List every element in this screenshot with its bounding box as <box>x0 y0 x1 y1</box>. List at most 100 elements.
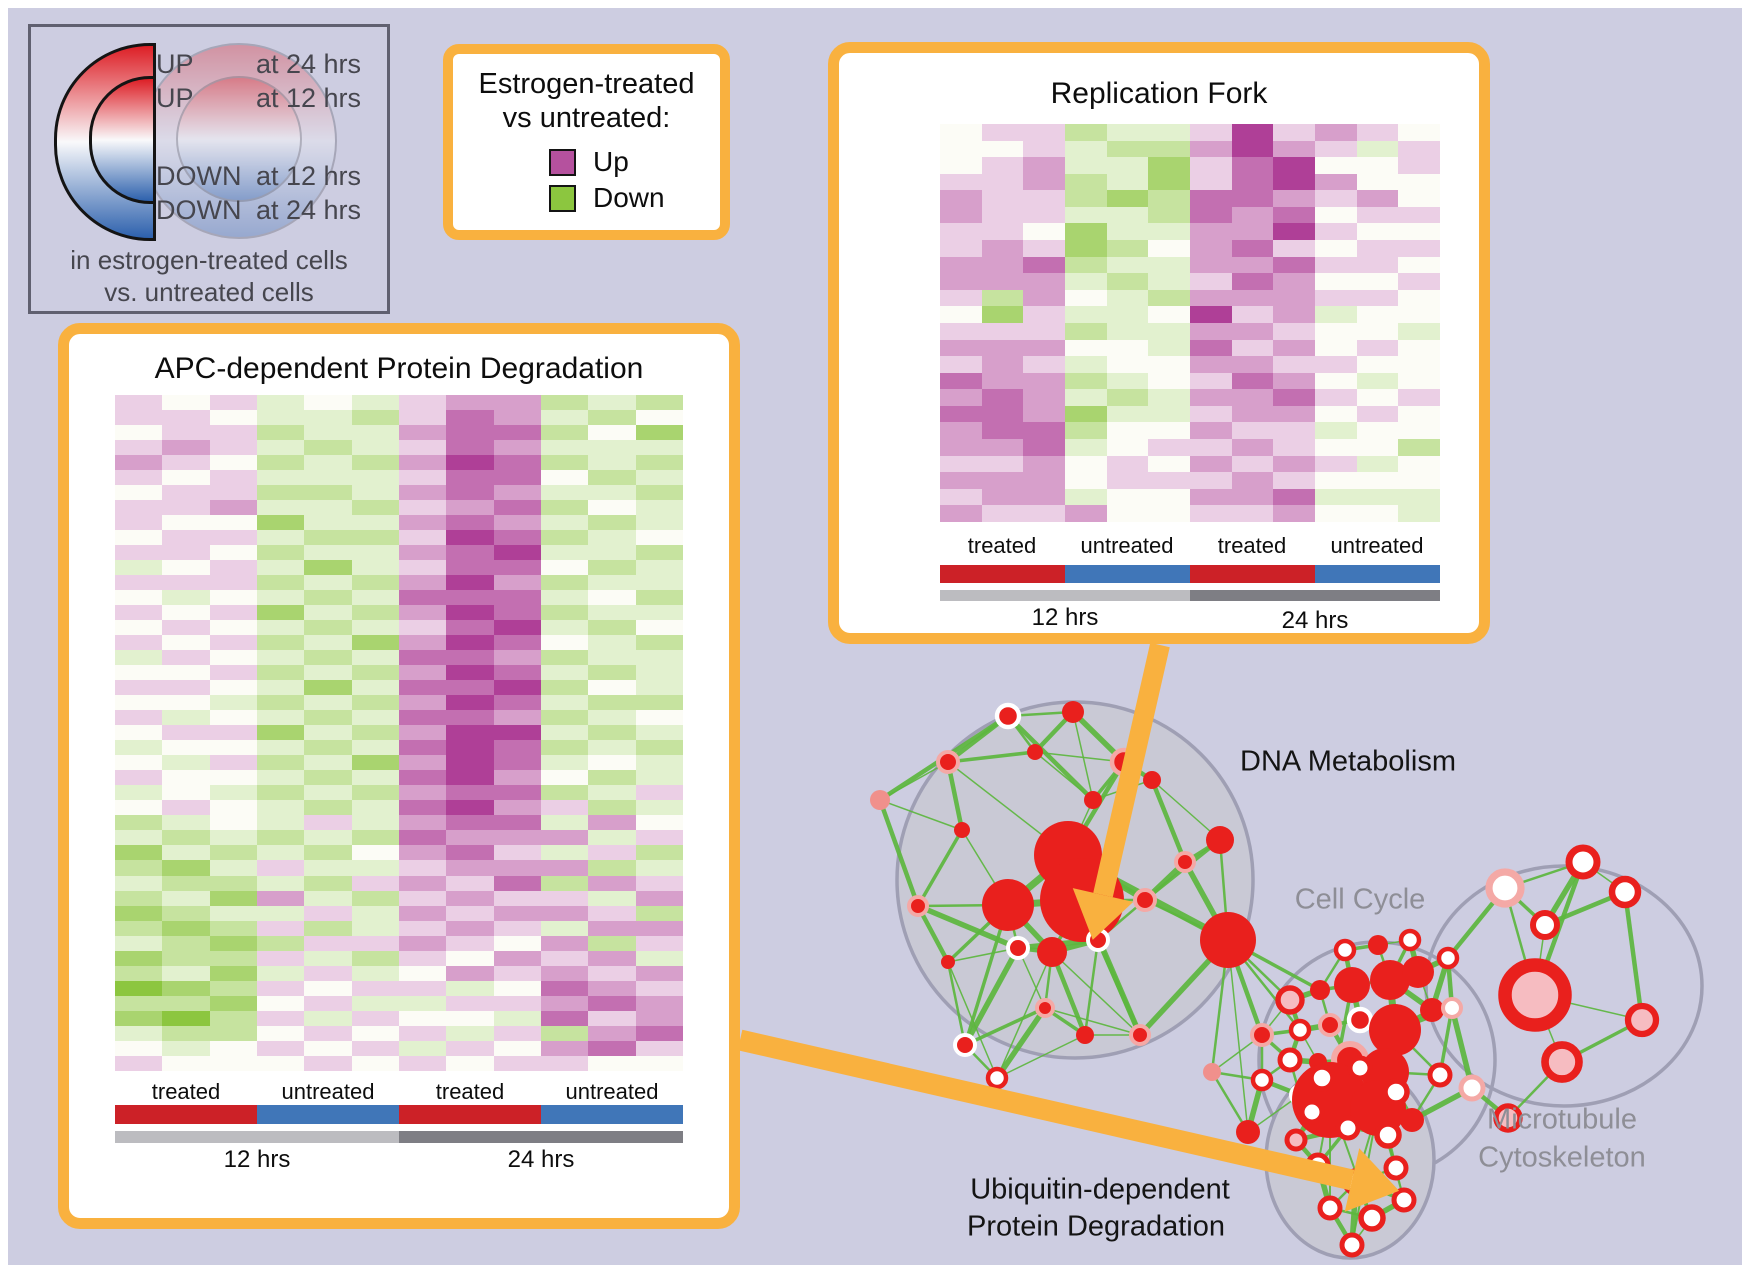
scale-word: DOWN <box>156 161 242 191</box>
updown-legend-title-line1: Estrogen-treated <box>478 68 695 100</box>
network-node <box>1624 1002 1660 1038</box>
network-node <box>1400 1108 1424 1132</box>
heatmap-row <box>115 815 683 831</box>
heatmap-row <box>115 1040 683 1056</box>
heatmap-row <box>115 665 683 681</box>
network-node <box>1310 980 1330 1000</box>
heatmap-row <box>115 560 683 576</box>
network-node <box>953 1033 977 1057</box>
network-node <box>936 750 960 774</box>
group-label-untreated: untreated <box>1330 533 1424 558</box>
network-node <box>941 955 955 969</box>
heatmap-row <box>115 980 683 996</box>
group-label-untreated: untreated <box>1080 533 1174 558</box>
heatmap-row <box>940 173 1441 191</box>
heatmap-row <box>115 680 683 696</box>
network-edge <box>916 903 1020 951</box>
heatmap-row <box>115 785 683 801</box>
heatmap-row <box>115 935 683 951</box>
network-node <box>1358 1204 1386 1232</box>
group-label-treated: treated <box>967 533 1037 558</box>
heatmap-row <box>940 273 1441 290</box>
network-node <box>1608 875 1642 909</box>
heatmap-row <box>940 256 1441 274</box>
network-node <box>1485 868 1525 908</box>
network-node <box>870 790 890 810</box>
heatmap-row <box>940 124 1441 141</box>
scale-footer-line1: in estrogen-treated cells <box>70 245 348 275</box>
network-node <box>1436 946 1460 970</box>
scale-word: UP <box>156 83 194 113</box>
heatmap-row <box>940 206 1441 224</box>
network-node <box>1317 1195 1343 1221</box>
group-label-treated: treated <box>151 1079 221 1104</box>
heatmap-row <box>940 322 1441 340</box>
callout-arrow-head <box>1072 888 1134 940</box>
network-node <box>1250 1068 1274 1092</box>
microtubule-cytoskeleton-cluster <box>1424 864 1704 1108</box>
network-edge <box>996 1034 1086 1079</box>
heatmap-row <box>115 800 683 816</box>
cluster-label: Protein Degradation <box>967 1210 1225 1243</box>
heatmap-row <box>115 515 683 531</box>
network-node <box>1277 1047 1303 1073</box>
down-swatch <box>549 185 576 212</box>
apc-degradation-title: APC-dependent Protein Degradation <box>154 352 644 385</box>
treatment-bar-segment <box>115 1105 257 1124</box>
time-label-24hrs: 24 hrs <box>1281 607 1349 634</box>
heatmap-row <box>115 905 683 921</box>
network-edge <box>1034 751 1125 763</box>
apc-degradation-panel: APC-dependent Protein Degradation treate… <box>58 323 740 1229</box>
network-node <box>982 879 1034 931</box>
network-node <box>1076 1026 1094 1044</box>
network-edge <box>1622 891 1645 1021</box>
time-label-24hrs: 24 hrs <box>507 1146 575 1173</box>
cluster-label: Cytoskeleton <box>1478 1141 1646 1174</box>
heatmap-row <box>940 157 1441 174</box>
heatmap-row <box>940 488 1441 506</box>
network-node <box>1037 937 1067 967</box>
network-node <box>1133 888 1157 912</box>
group-label-treated: treated <box>1217 533 1287 558</box>
scale-time: at 24 hrs <box>255 195 361 225</box>
treatment-bar-segment <box>1315 565 1440 583</box>
network-node <box>1346 1006 1374 1034</box>
network-node <box>1174 851 1196 873</box>
up-swatch <box>549 149 576 176</box>
network-node <box>1206 826 1234 854</box>
network-node <box>1284 1128 1308 1152</box>
network-edge <box>1006 714 1095 802</box>
up-label: Up <box>593 146 629 177</box>
callout-arrow-shaft <box>737 1029 1355 1191</box>
network-node <box>1062 701 1084 723</box>
heatmap-row <box>115 530 683 546</box>
callout-arrow-shaft <box>1093 642 1170 898</box>
network-edge <box>1044 1007 1141 1036</box>
heatmap-row <box>115 875 683 891</box>
heatmap-row <box>115 755 683 771</box>
network-node <box>1143 771 1161 789</box>
heatmap-row <box>940 190 1441 207</box>
heatmap-row <box>940 372 1441 390</box>
treatment-bar-segment <box>257 1105 399 1124</box>
heatmap-row <box>115 770 683 786</box>
heatmap-row <box>940 405 1441 423</box>
network-node <box>1493 1103 1523 1133</box>
time-label-12hrs: 12 hrs <box>1031 604 1099 631</box>
network-node <box>1370 960 1410 1000</box>
network-node <box>1420 998 1444 1022</box>
network-node <box>1347 1055 1373 1081</box>
network-node <box>907 895 929 917</box>
network-node <box>1299 1099 1325 1125</box>
scale-footer-line2: vs. untreated cells <box>104 277 314 307</box>
apc-degradation-heatmap <box>115 395 683 1071</box>
network-node <box>1334 967 1370 1003</box>
replication-fork-title: Replication Fork <box>1050 77 1268 110</box>
heatmap-row <box>115 485 683 501</box>
heatmap-row <box>115 890 683 906</box>
network-node <box>1427 1062 1453 1088</box>
time-label-12hrs: 12 hrs <box>223 1146 291 1173</box>
network-node <box>954 822 970 838</box>
replication-fork-heatmap <box>940 124 1441 522</box>
